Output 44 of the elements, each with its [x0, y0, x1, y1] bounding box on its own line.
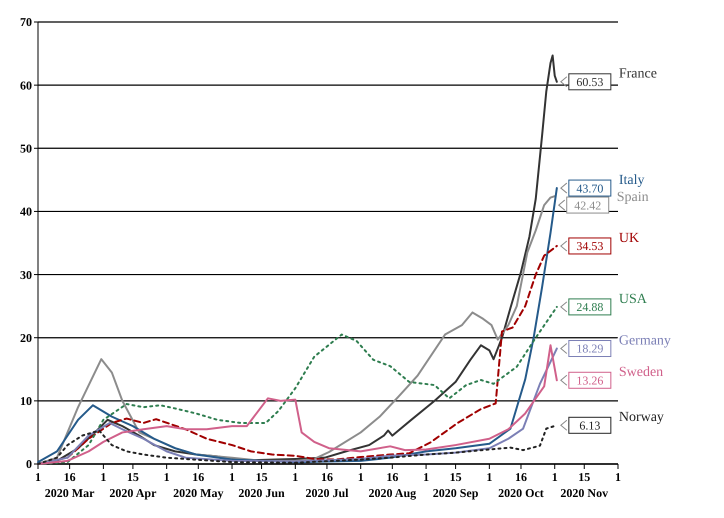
- legend-label: France: [618, 66, 657, 82]
- x-tick-label: 1: [615, 470, 621, 484]
- x-tick-label: 1: [423, 470, 430, 484]
- x-tick-label: 16 2020 Jul: [305, 470, 350, 500]
- y-tick-label: 0: [26, 457, 32, 472]
- y-tick-label: 60: [20, 78, 32, 92]
- data-label: 34.53: [576, 239, 604, 254]
- legend-label: Spain: [616, 190, 649, 205]
- legend-label: USA: [618, 292, 648, 307]
- x-tick-label: 16 2020 Mar: [44, 470, 96, 500]
- data-label: 13.26: [576, 373, 604, 388]
- x-tick-label: 1: [35, 470, 41, 484]
- x-tick-label: 1: [292, 470, 298, 484]
- data-label: 6.13: [579, 418, 600, 432]
- x-tick-label: 15 2020 Jun: [238, 470, 286, 500]
- y-tick-label: 20: [20, 330, 32, 345]
- x-tick-label: 1: [552, 470, 558, 484]
- x-tick-label: 1: [100, 470, 106, 484]
- x-tick-label: 15 2020 Sep: [432, 470, 479, 500]
- y-tick-label: 30: [20, 268, 32, 282]
- data-label: 24.88: [576, 300, 604, 314]
- y-tick-label: 50: [20, 141, 32, 156]
- legend-label: Norway: [618, 410, 664, 426]
- x-tick-label: 1: [164, 470, 170, 484]
- x-tick-label: 16 2020 May: [173, 470, 224, 500]
- data-label: 60.53: [576, 74, 604, 89]
- x-tick-label: 15 2020 Apr: [109, 470, 158, 500]
- y-tick-label: 10: [20, 394, 32, 408]
- x-tick-label: 15 2020 Nov: [560, 470, 608, 500]
- x-tick-label: 16 2020 Aug: [368, 470, 416, 500]
- x-tick-label: 1: [229, 470, 236, 484]
- data-label: 42.42: [574, 198, 602, 212]
- y-tick-label: 70: [20, 15, 32, 30]
- x-tick-label: 16 2020 Oct: [498, 470, 544, 500]
- line-series: [37, 306, 558, 465]
- text: Italy: [618, 172, 644, 188]
- data-label: 43.70: [576, 181, 604, 196]
- x-tick-label: 1: [358, 470, 364, 484]
- legend-label: Germany: [618, 333, 671, 348]
- y-tick-label: 40: [20, 204, 32, 219]
- x-tick-label: 1: [486, 470, 492, 484]
- legend-label: Sweden: [618, 365, 664, 380]
- data-label: 18.29: [576, 342, 604, 356]
- legend-label: UK: [618, 230, 640, 246]
